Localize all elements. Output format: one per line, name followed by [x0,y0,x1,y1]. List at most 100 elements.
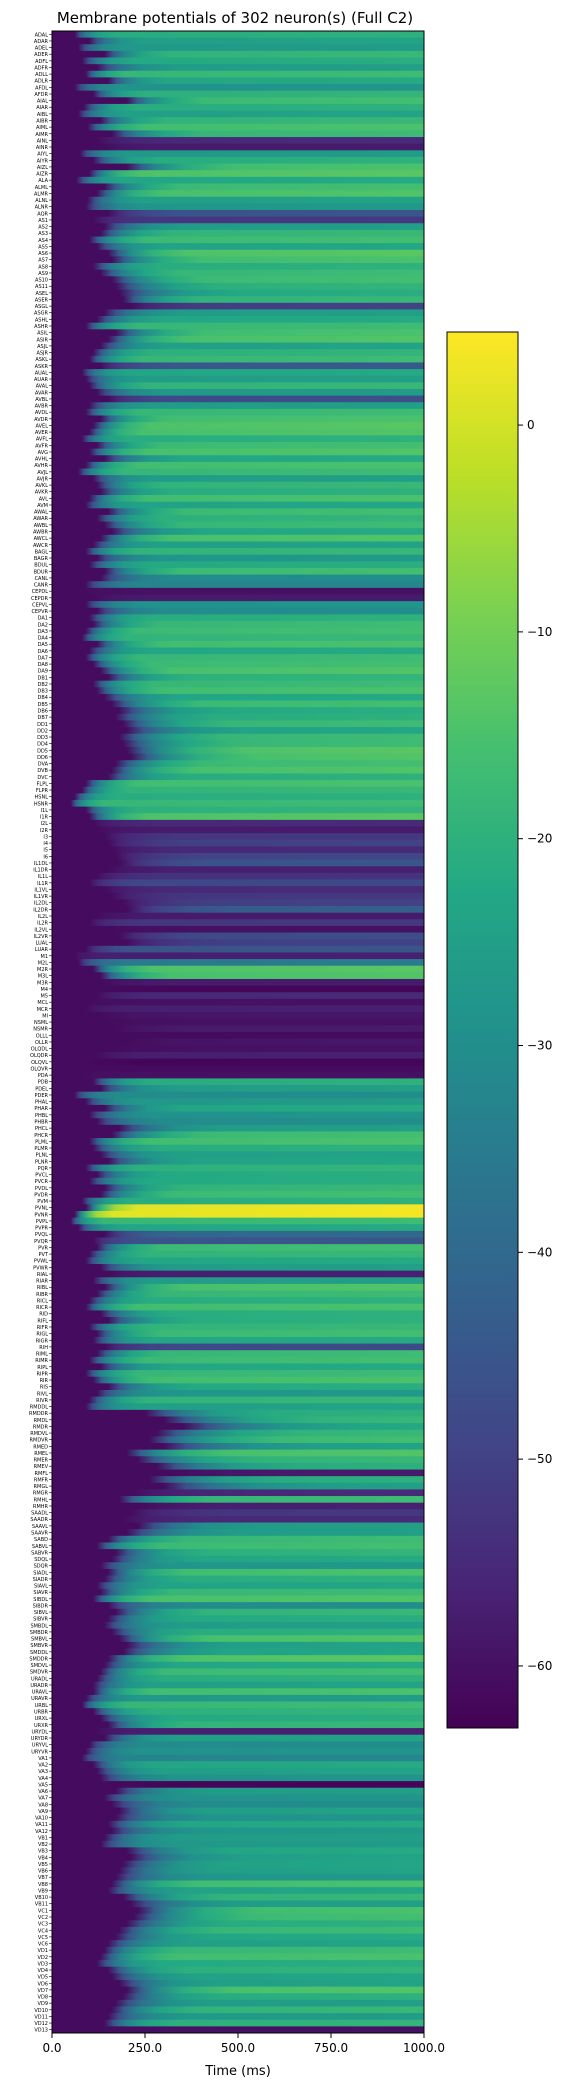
heatmap-row-m2r [52,965,424,973]
heatmap-row-olqdl [52,1045,424,1053]
y-tick-label: PQR [38,1166,49,1172]
heatmap-row-urydl [52,1728,424,1736]
heatmap-row-canr [52,581,424,589]
y-tick-label: ASJR [36,351,48,357]
heatmap-row-vd7 [52,1986,424,1994]
heatmap-row-rmhr [52,1502,424,1510]
heatmap-row-phcr [52,1131,424,1139]
y-tick-label: OLQDR [30,1053,49,1059]
heatmap-row-da5 [52,640,424,648]
colorbar-tick-label: −20 [527,832,552,846]
heatmap-row-vd2 [52,1953,424,1961]
y-tick-label: ADLR [34,79,48,85]
heatmap-row-sdqr [52,1562,424,1570]
y-tick-label: AIMR [35,132,48,138]
y-tick-label: RMEL [34,1451,48,1457]
y-tick-label: ASIR [36,337,48,343]
y-tick-label: VA6 [38,1789,48,1795]
y-tick-label: RMFR [34,1477,49,1483]
heatmap-row-avl [52,495,424,503]
y-tick-label: SMDVL [31,1663,49,1669]
heatmap-row-db1 [52,674,424,682]
heatmap-row-pvql [52,1230,424,1238]
heatmap-row-db5 [52,700,424,708]
y-tick-label: DA9 [38,669,48,675]
y-tick-label: RIVR [36,1398,48,1404]
heatmap-row-ashr [52,322,424,330]
y-tick-label: PVNL [35,1206,48,1212]
heatmap-row-vd9 [52,1999,424,2007]
y-tick-label: PDA [38,1073,49,1079]
y-tick-label: PLML [35,1139,48,1145]
heatmap-row-saadl [52,1509,424,1517]
heatmap-row-avhl [52,455,424,463]
y-tick-label: IL1VL [34,887,48,893]
heatmap-row-m4 [52,985,424,993]
heatmap-row-da1 [52,614,424,622]
y-tick-label: M1 [41,954,49,960]
heatmap-row-va1 [52,1754,424,1762]
y-tick-label: RMDVL [30,1431,48,1437]
heatmap-row-ainr [52,143,424,151]
heatmap-row-ainl [52,137,424,145]
heatmap-row-vb7 [52,1873,424,1881]
y-tick-label: M4 [41,987,49,993]
heatmap-row-as6 [52,249,424,257]
heatmap-row-va12 [52,1827,424,1835]
y-tick-label: RIPL [37,1365,48,1371]
heatmap-row-plnr [52,1157,424,1165]
y-tick-label: RICR [36,1305,48,1311]
heatmap-row-dd2 [52,727,424,735]
y-tick-label: RID [39,1312,48,1318]
heatmap-row-il2r [52,919,424,927]
y-tick-label: AQR [37,211,48,217]
y-tick-label: VC5 [38,1935,48,1941]
heatmap-row-afdr [52,90,424,98]
y-tick-label: I6 [43,854,48,860]
y-tick-label: SMDVR [30,1670,49,1676]
heatmap-row-va11 [52,1820,424,1828]
y-tick-label: SIADR [33,1577,49,1583]
heatmap-row-pdel [52,1085,424,1093]
y-tick-label: OLLL [36,1033,49,1039]
y-tick-label: ASER [35,297,49,303]
heatmap-row-avhr [52,461,424,469]
heatmap-row-rmddr [52,1409,424,1417]
heatmap-row-pvcr [52,1177,424,1185]
heatmap-row-luar [52,945,424,953]
y-tick-label: MCR [37,1007,49,1013]
heatmap-row-plml [52,1138,424,1146]
y-tick-label: RMFL [35,1471,49,1477]
heatmap-row-vd4 [52,1966,424,1974]
heatmap-row-askl [52,355,424,363]
y-tick-label: PVNR [34,1212,48,1218]
heatmap-row-va7 [52,1794,424,1802]
heatmap-row-rmdvr [52,1436,424,1444]
y-tick-label: VD3 [38,1961,48,1967]
heatmap-row-saavl [52,1522,424,1530]
heatmap-row-il1dr [52,866,424,874]
y-tick-label: IL2DL [34,901,48,907]
y-tick-label: AVKR [35,490,49,496]
y-tick-label: VC4 [38,1928,48,1934]
y-tick-label: AIZL [37,165,48,171]
y-tick-label: AIAR [36,105,48,111]
heatmap-row-urbr [52,1708,424,1716]
heatmap-row-avfl [52,435,424,443]
heatmap-row-rifl [52,1317,424,1325]
y-tick-label: IL1R [37,881,48,887]
heatmap-row-as11 [52,282,424,290]
y-tick-label: PVR [38,1245,48,1251]
y-tick-label: VC3 [38,1922,48,1928]
y-tick-label: DA2 [38,622,48,628]
y-tick-label: RIMR [35,1358,48,1364]
heatmap-row-rial [52,1270,424,1278]
y-tick-label: ALNR [35,205,49,211]
y-tick-label: IL2VL [34,927,48,933]
heatmap-row-il2vl [52,925,424,933]
heatmap-row-flpl [52,780,424,788]
heatmap-row-adel [52,44,424,52]
heatmap-row-cepvr [52,607,424,615]
y-tick-label: AVBL [35,397,48,403]
heatmap-row-sibdl [52,1595,424,1603]
